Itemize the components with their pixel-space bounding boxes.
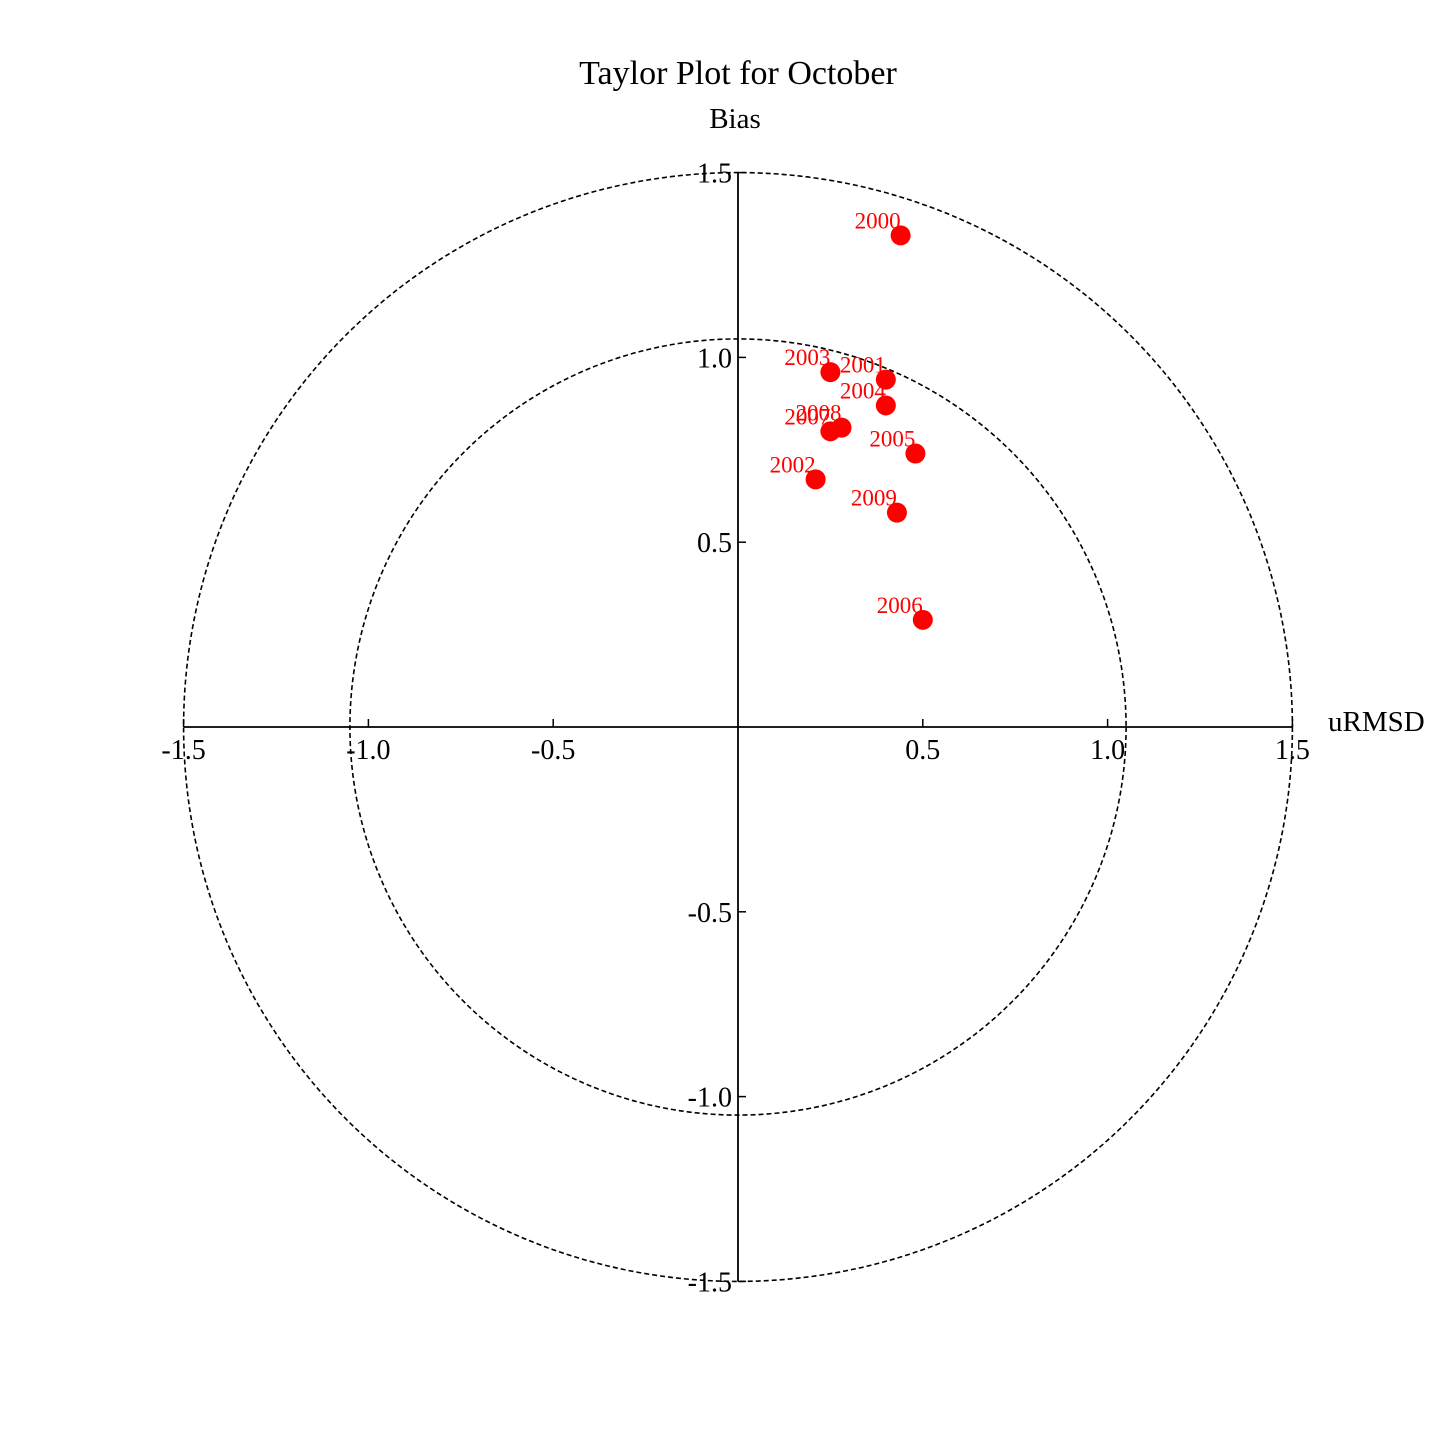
data-point-2009: [886, 502, 907, 523]
point-label-2000: 2000: [855, 208, 901, 233]
data-point-2002: [805, 469, 826, 490]
point-label-2001: 2001: [840, 353, 886, 378]
x-tick-label: -0.5: [531, 735, 575, 766]
y-tick-label: -0.5: [688, 898, 732, 929]
x-tick-label: 1.0: [1090, 735, 1125, 766]
y-tick-label: 0.5: [697, 528, 732, 559]
x-tick-label: -1.5: [161, 735, 205, 766]
data-point-2003: [820, 362, 841, 383]
y-tick-label: 1.0: [697, 343, 732, 374]
y-tick-label: 1.5: [697, 159, 732, 190]
y-tick-label: -1.0: [688, 1083, 732, 1114]
x-axis-label: uRMSD: [1328, 706, 1425, 738]
point-label-2005: 2005: [869, 426, 915, 451]
point-label-2009: 2009: [851, 486, 897, 511]
ticks: -1.5 -1.0 -0.5 0.5 1.0 1.5 1.5 1.0 0.5 -0.5 -1.0 -1…: [161, 159, 1309, 1299]
point-label-2008: 2008: [795, 401, 841, 426]
data-point-2001: [875, 369, 896, 390]
x-tick-label: -1.0: [346, 735, 390, 766]
point-label-2002: 2002: [770, 452, 816, 477]
point-label-2007: 2007: [784, 404, 830, 429]
x-tick-label: 1.5: [1275, 735, 1310, 766]
y-tick-label: -1.5: [688, 1267, 732, 1298]
point-label-2004: 2004: [840, 378, 887, 403]
data-point-2000: [890, 225, 911, 246]
data-point-2004: [875, 395, 896, 416]
chart-title: Taylor Plot for October: [579, 55, 897, 92]
data-point-2006: [912, 609, 933, 630]
y-axis-label: Bias: [709, 103, 761, 135]
data-point-2005: [905, 443, 926, 464]
axes: [183, 172, 1293, 1282]
point-label-2003: 2003: [784, 345, 830, 370]
x-tick-label: 0.5: [905, 735, 940, 766]
point-label-2006: 2006: [877, 593, 923, 618]
data-point-2008: [831, 417, 852, 438]
